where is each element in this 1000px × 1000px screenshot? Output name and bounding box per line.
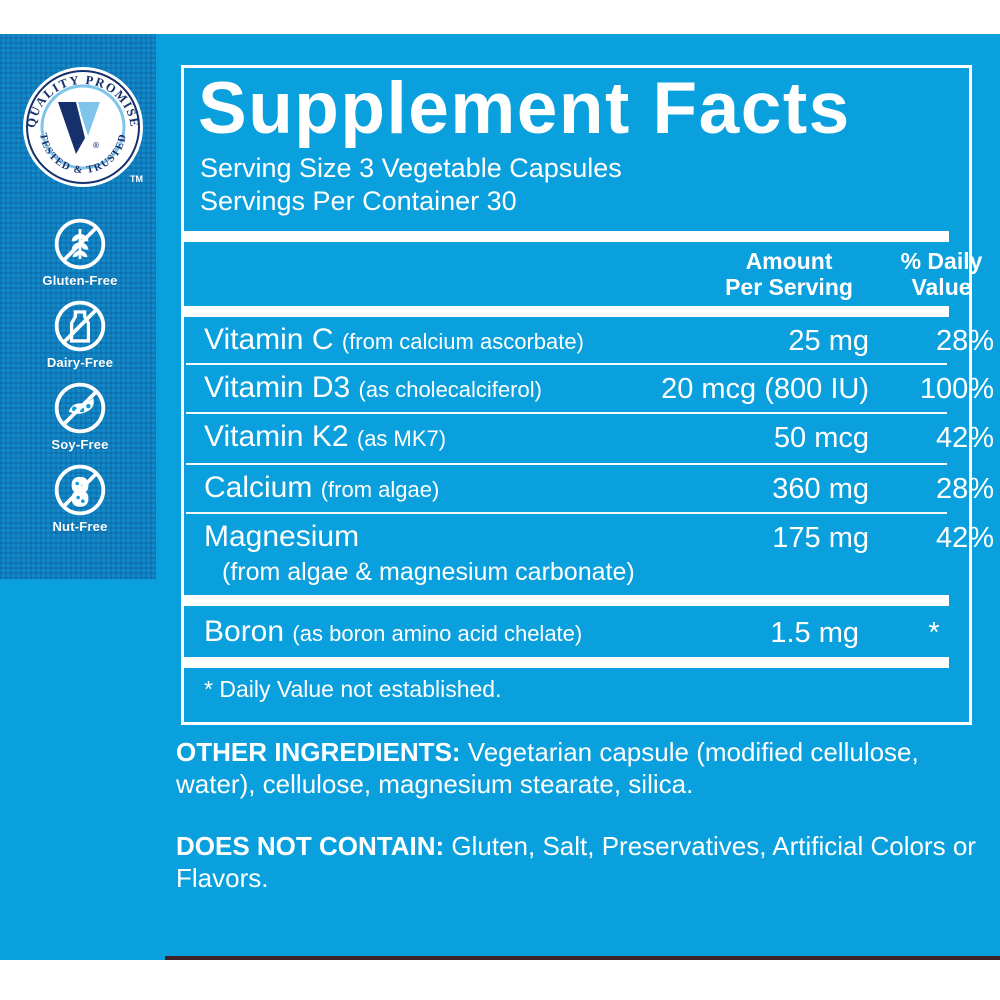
nutrient-amount: 20 mcg (800 IU) [661, 373, 869, 405]
nutrient-source: (from algae) [320, 477, 440, 502]
nutrient-amount: 25 mg [788, 325, 869, 357]
nutrient-source: (as cholecalciferol) [358, 377, 542, 402]
nutrient-name: Vitamin D3 (as cholecalciferol) [204, 371, 542, 404]
nutrient-source: (as boron amino acid chelate) [292, 621, 583, 646]
milk-bottle-icon [20, 298, 140, 354]
badge-label: Gluten-Free [42, 273, 118, 288]
nutrient-name: Calcium (from algae) [204, 471, 440, 504]
does-not-contain-heading: DOES NOT CONTAIN: [176, 831, 445, 861]
table-row: Vitamin K2 (as MK7) 50 mcg 42% [184, 414, 994, 461]
table-row: Vitamin C (from calcium ascorbate) 25 mg… [184, 317, 994, 364]
nutrient-daily-value: 28% [935, 325, 994, 357]
badge-label: Soy-Free [51, 437, 109, 452]
serving-info: Serving Size 3 Vegetable Capsules Servin… [200, 152, 622, 218]
divider-thick-headers [184, 306, 949, 317]
column-header-amount: Amount Per Serving [725, 248, 853, 300]
quality-promise-seal: ® QUALITY PROMISE TESTED & TRUSTED TM [18, 62, 148, 192]
badge-soy-free: Soy-Free [20, 380, 140, 452]
nutrient-amount: 50 mcg [773, 422, 869, 454]
does-not-contain: DOES NOT CONTAIN: Gluten, Salt, Preserva… [176, 830, 976, 894]
divider-thin [186, 412, 947, 414]
divider-thick-before-boron [184, 595, 949, 606]
nutrient-name: Vitamin K2 (as MK7) [204, 420, 447, 453]
nutrient-amount: 175 mg [772, 522, 869, 554]
other-ingredients-heading: OTHER INGREDIENTS: [176, 737, 461, 767]
divider-thick-after-boron [184, 657, 949, 668]
nutrient-name: Magnesium [204, 520, 360, 553]
free-from-badges: Gluten-Free Dairy-Free [20, 216, 140, 544]
servings-per-container: Servings Per Container 30 [200, 186, 517, 216]
nutrient-source: (as MK7) [356, 426, 447, 451]
does-not-contain-text: Gluten, Salt, Preservatives, Artificial … [176, 831, 976, 893]
nutrient-daily-value: 100% [919, 373, 994, 405]
nutrient-daily-value: * [928, 617, 940, 649]
nutrient-daily-value: 42% [935, 522, 994, 554]
nutrient-name: Boron (as boron amino acid chelate) [204, 615, 583, 648]
nutrient-daily-value: 42% [935, 422, 994, 454]
svg-text:®: ® [92, 141, 100, 150]
peanut-icon [20, 462, 140, 518]
soybean-icon [20, 380, 140, 436]
nutrient-amount: 1.5 mg [770, 617, 859, 649]
label-background [0, 34, 1000, 960]
table-row: Vitamin D3 (as cholecalciferol) 20 mcg (… [184, 365, 994, 412]
panel-title: Supplement Facts [198, 68, 851, 149]
badge-label: Nut-Free [52, 519, 108, 534]
table-row: Magnesium (from algae & magnesium carbon… [184, 514, 994, 594]
nutrient-source: (from calcium ascorbate) [341, 329, 584, 354]
svg-text:TM: TM [130, 174, 143, 184]
badge-nut-free: Nut-Free [20, 462, 140, 534]
divider-thin [186, 363, 947, 365]
wheat-icon [20, 216, 140, 272]
badge-gluten-free: Gluten-Free [20, 216, 140, 288]
column-header-daily-value: % Daily Value [900, 248, 983, 300]
nutrient-daily-value: 28% [935, 473, 994, 505]
other-ingredients: OTHER INGREDIENTS: Vegetarian capsule (m… [176, 736, 976, 800]
divider-thin [186, 512, 947, 514]
badge-dairy-free: Dairy-Free [20, 298, 140, 370]
serving-size: Serving Size 3 Vegetable Capsules [200, 153, 622, 183]
daily-value-footnote: * Daily Value not established. [204, 676, 502, 702]
table-row: Boron (as boron amino acid chelate) 1.5 … [184, 609, 949, 656]
divider-thick-top [184, 231, 949, 242]
badge-label: Dairy-Free [46, 355, 114, 370]
other-ingredients-text: Vegetarian capsule (modified cellulose, … [176, 737, 919, 799]
supplement-facts-panel: Supplement Facts Serving Size 3 Vegetabl… [181, 65, 994, 725]
nutrient-source: (from algae & magnesium carbonate) [222, 558, 635, 586]
table-row: Calcium (from algae) 360 mg 28% [184, 465, 994, 512]
nutrient-name: Vitamin C (from calcium ascorbate) [204, 323, 584, 356]
divider-thin [186, 463, 947, 465]
nutrient-amount: 360 mg [772, 473, 869, 505]
bottom-rule [165, 956, 1000, 960]
